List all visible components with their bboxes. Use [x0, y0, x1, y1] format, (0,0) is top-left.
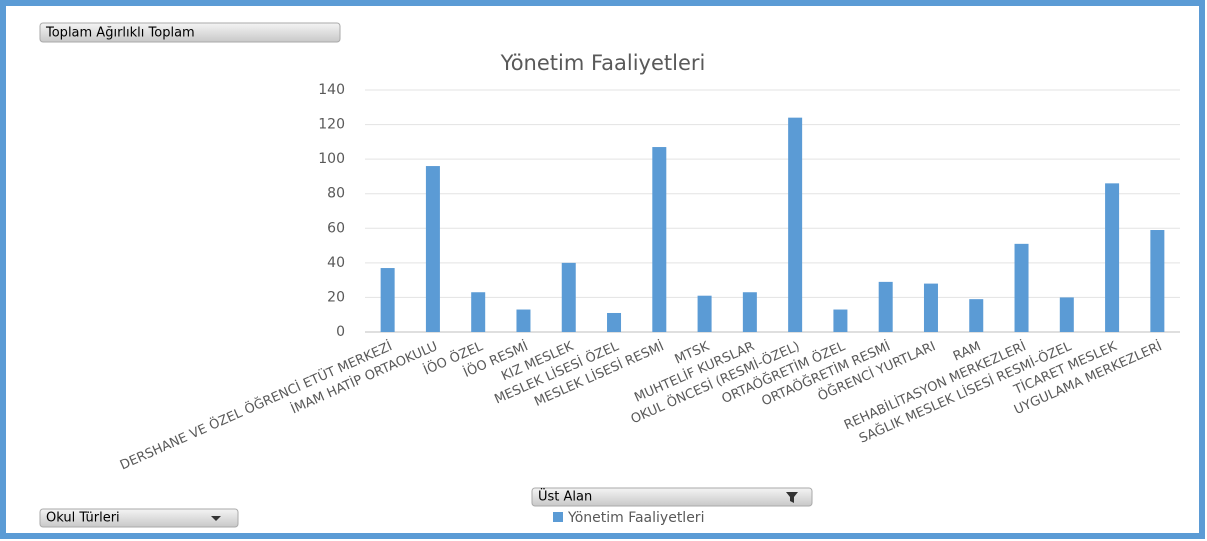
bar [652, 147, 667, 332]
filter-field-button[interactable]: Üst Alan [531, 487, 813, 507]
bar [969, 299, 984, 332]
bar [1014, 243, 1029, 332]
button-label[interactable]: Üst Alan [538, 488, 592, 505]
bar [425, 166, 440, 332]
value-field-button[interactable]: Toplam Ağırlıklı Toplam [39, 22, 341, 43]
bar [516, 309, 531, 332]
bar [697, 295, 712, 332]
bar [380, 268, 395, 332]
legend-label: Yönetim Faaliyetleri [567, 510, 704, 526]
y-tick-label: 120 [318, 117, 345, 133]
button-label[interactable]: Okul Türleri [46, 511, 120, 526]
axis-field-button[interactable]: Okul Türleri [39, 508, 239, 528]
bar [923, 283, 938, 332]
bar [878, 281, 893, 332]
y-tick-label: 0 [336, 324, 345, 340]
button-label[interactable]: Toplam Ağırlıklı Toplam [45, 26, 195, 41]
legend-swatch [553, 512, 563, 522]
y-tick-label: 100 [318, 151, 345, 167]
bar [833, 309, 848, 332]
y-tick-label: 60 [327, 220, 345, 236]
y-tick-label: 80 [327, 186, 345, 202]
bar [607, 312, 622, 332]
bar [1150, 230, 1165, 332]
bar [1105, 183, 1120, 332]
bar [1059, 297, 1074, 332]
y-tick-label: 140 [318, 82, 345, 98]
y-tick-label: 40 [327, 255, 345, 271]
bar [742, 292, 757, 332]
bar [471, 292, 486, 332]
chart-title: Yönetim Faaliyetleri [500, 51, 706, 75]
bar [788, 117, 803, 333]
bar [561, 262, 576, 332]
y-tick-label: 20 [327, 289, 345, 305]
